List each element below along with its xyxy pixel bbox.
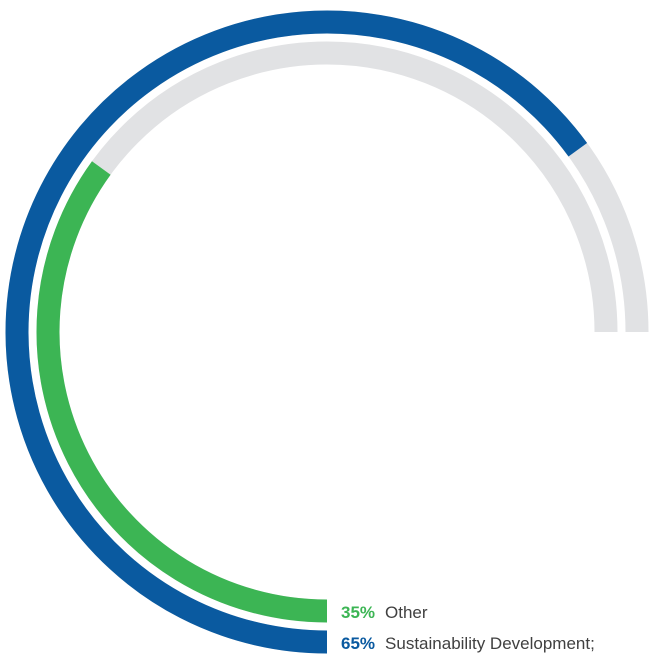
bar-sustainability bbox=[5, 10, 588, 654]
bar-other bbox=[36, 161, 328, 623]
series-label-other: Other bbox=[385, 603, 428, 622]
bars-group bbox=[5, 10, 588, 654]
value-label-sustainability: 65% bbox=[341, 634, 376, 653]
series-label-sustainability: Sustainability Development; bbox=[385, 634, 595, 653]
value-label-other: 35% bbox=[341, 603, 376, 622]
legend-row-other: 35% Other bbox=[341, 601, 428, 625]
legend-row-sustainability: 65% Sustainability Development; bbox=[341, 632, 595, 656]
